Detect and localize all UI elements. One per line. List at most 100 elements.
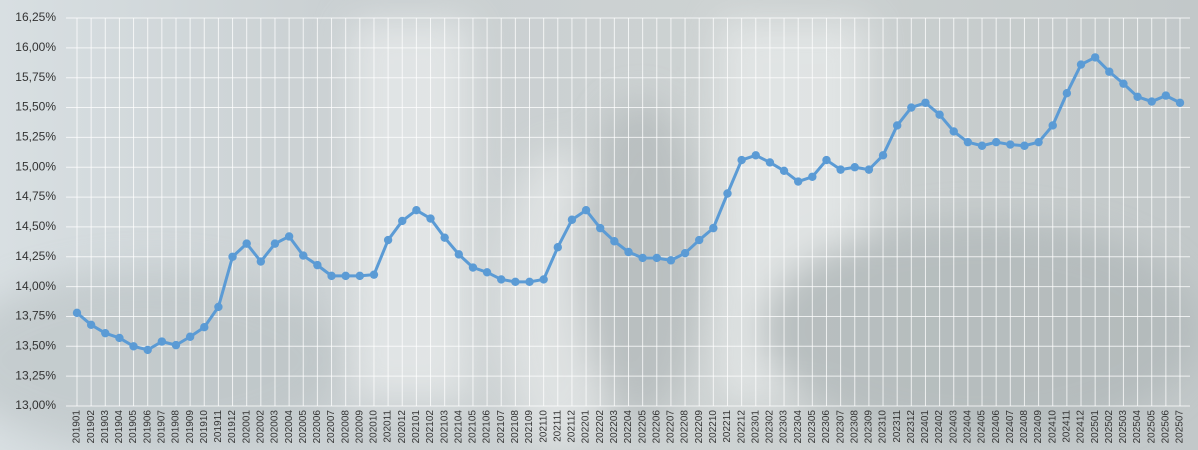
marker [793, 177, 803, 186]
marker [284, 232, 294, 241]
x-tick-label: 202112 [567, 410, 578, 443]
marker [341, 271, 350, 281]
x-tick-label: 202308 [849, 410, 860, 444]
x-tick-label: 202004 [284, 410, 295, 444]
y-tick-label: 14,25% [15, 249, 56, 263]
x-tick-label: 202502 [1104, 410, 1115, 444]
marker [412, 206, 421, 215]
marker [553, 243, 562, 252]
marker [426, 214, 435, 223]
marker [1105, 67, 1114, 76]
marker [143, 345, 152, 355]
marker [652, 253, 661, 263]
x-tick-label: 201901 [72, 410, 83, 444]
x-tick-label: 202405 [977, 410, 988, 444]
x-tick-label: 202504 [1132, 410, 1143, 444]
x-tick-label: 201907 [156, 410, 167, 444]
marker [765, 158, 775, 167]
x-tick-label: 202111 [552, 410, 563, 442]
x-tick-label: 202303 [779, 410, 790, 444]
marker [1175, 98, 1185, 107]
x-tick-label: 202404 [963, 410, 974, 444]
marker [398, 216, 407, 226]
x-tick-label: 202507 [1175, 410, 1186, 444]
marker [878, 151, 888, 160]
x-tick-label: 202211 [722, 410, 733, 443]
marker [299, 251, 308, 260]
x-tick-label: 202506 [1160, 410, 1171, 444]
x-tick-label: 202107 [496, 410, 507, 444]
x-tick-label: 202406 [991, 410, 1002, 444]
x-tick-label: 202206 [651, 410, 662, 444]
marker [864, 165, 874, 174]
x-tick-label: 202209 [694, 410, 705, 444]
x-tick-label: 202307 [835, 410, 846, 444]
marker [892, 121, 902, 130]
marker [228, 252, 237, 261]
x-tick-label: 202009 [354, 410, 365, 444]
x-tick-label: 202210 [708, 410, 719, 444]
x-tick-label: 202306 [821, 410, 832, 444]
marker [214, 302, 223, 312]
x-tick-label: 202311 [892, 410, 903, 443]
marker [511, 277, 520, 287]
x-tick-label: 202202 [595, 410, 606, 444]
marker [468, 263, 478, 272]
y-tick-label: 15,75% [15, 70, 56, 84]
x-tick-label: 202104 [453, 410, 464, 444]
x-tick-label: 202012 [397, 410, 408, 444]
x-tick-label: 202410 [1047, 410, 1058, 444]
marker [1147, 97, 1156, 106]
marker [171, 340, 181, 350]
x-tick-label: 202002 [255, 410, 266, 444]
marker [1062, 89, 1072, 98]
x-tick-label: 201903 [100, 410, 111, 444]
x-tick-label: 202304 [793, 410, 804, 444]
marker [72, 308, 82, 318]
marker [539, 275, 548, 284]
marker [991, 137, 1001, 147]
x-tick-label: 202403 [948, 410, 959, 444]
marker [723, 189, 732, 198]
marker [1020, 141, 1029, 150]
x-tick-label: 202412 [1076, 410, 1087, 444]
marker [567, 215, 577, 224]
x-tick-label: 202108 [510, 410, 521, 444]
marker [242, 239, 251, 248]
x-tick-label: 201911 [213, 410, 224, 443]
y-tick-label: 16,00% [15, 40, 56, 54]
marker [1048, 121, 1057, 130]
marker [935, 110, 944, 119]
y-tick-label: 14,50% [15, 219, 56, 233]
x-tick-label: 202212 [736, 410, 747, 444]
marker [482, 268, 492, 277]
x-tick-label: 202501 [1090, 410, 1101, 444]
y-tick-label: 16,25% [15, 10, 56, 24]
x-tick-label: 202102 [425, 410, 436, 444]
marker [751, 151, 760, 160]
x-tick-label: 202010 [369, 410, 380, 444]
marker [1006, 140, 1015, 149]
marker [808, 172, 817, 181]
x-tick-label: 202011 [383, 410, 394, 443]
plot-area: 13,00% 13,25% 13,50% 13,75% 14,00% 14,25% 14,5… [15, 10, 1190, 443]
y-tick-label: 15,00% [15, 159, 56, 173]
y-tick-label: 13,50% [15, 338, 56, 352]
marker [454, 250, 464, 259]
marker [440, 233, 449, 242]
y-tick-label: 15,25% [15, 130, 56, 144]
x-tick-label: 202207 [666, 410, 677, 444]
marker [313, 260, 322, 270]
marker [638, 253, 647, 263]
x-tick-label: 202505 [1146, 410, 1157, 444]
marker [525, 277, 534, 287]
x-tick-label: 202105 [468, 410, 479, 444]
x-tick-label: 202310 [878, 410, 889, 444]
x-tick-label: 202301 [750, 410, 761, 444]
marker [666, 256, 676, 265]
marker [1090, 53, 1100, 62]
x-tick-label: 202001 [241, 410, 252, 444]
marker [256, 257, 266, 266]
marker [1161, 91, 1171, 100]
marker [836, 165, 845, 174]
